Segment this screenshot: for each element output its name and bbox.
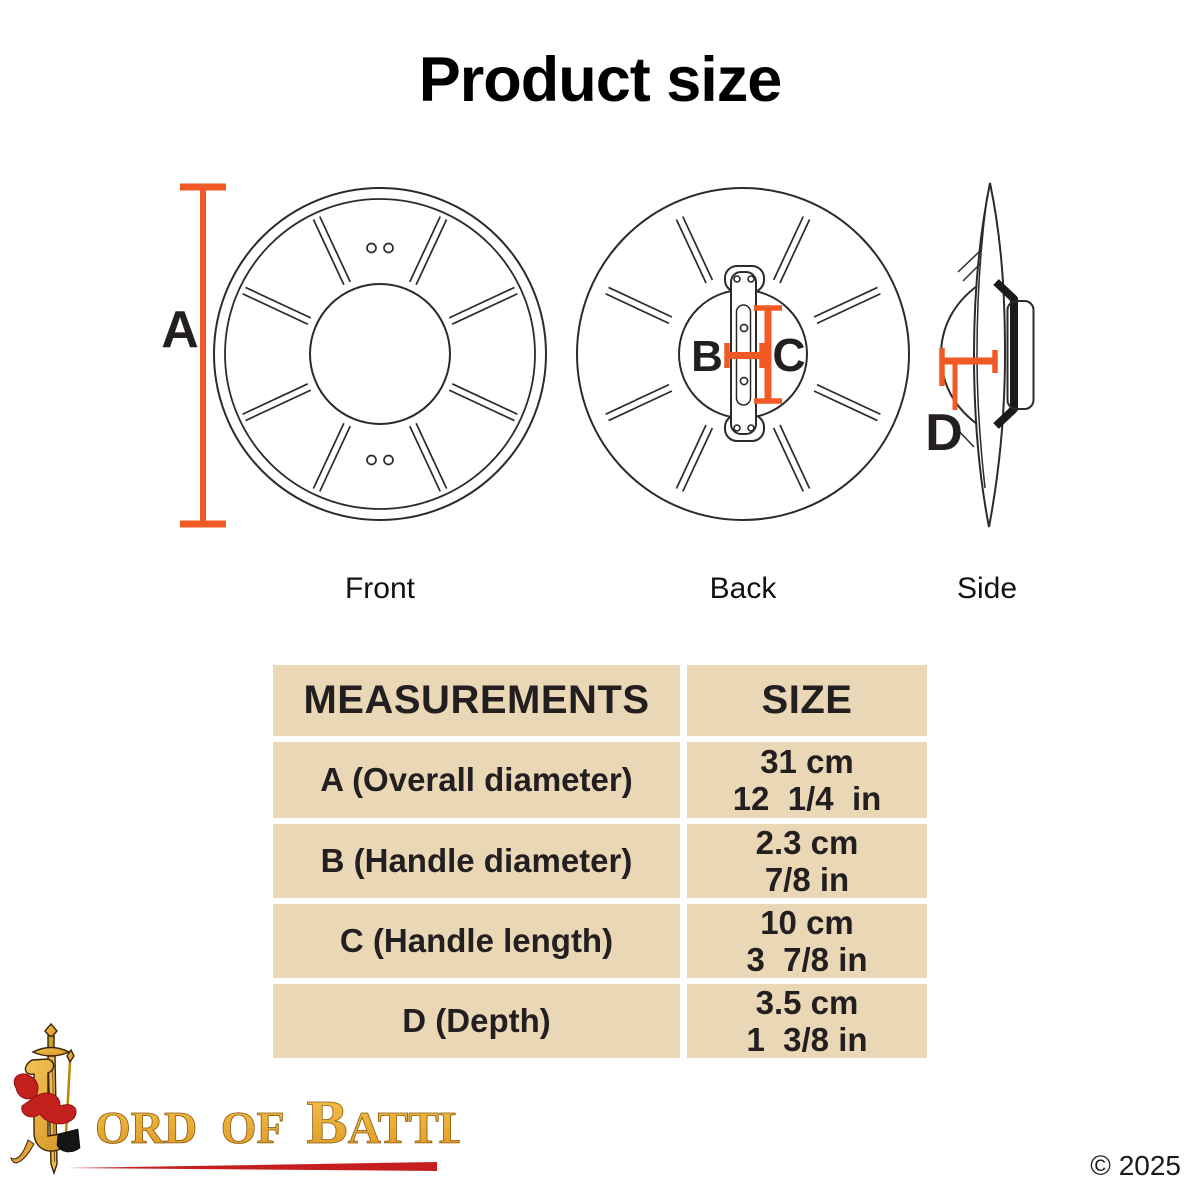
table-header-size: SIZE (687, 665, 927, 736)
side-handle-strap (993, 279, 1018, 429)
side-view-label: Side (957, 572, 1017, 605)
dragon-icon (13, 1073, 77, 1125)
row-d-imperial: 1 3/8 in (746, 1021, 868, 1058)
dim-label-a: A (161, 301, 199, 359)
row-a-label: A (Overall diameter) (273, 742, 680, 818)
row-b-imperial: 7/8 in (764, 861, 850, 898)
table-header-measurements: MEASUREMENTS (273, 665, 680, 736)
row-d-label: D (Depth) (273, 984, 680, 1058)
measurements-table: MEASUREMENTS SIZE A (Overall diameter) 3… (273, 665, 927, 1058)
back-view-drawing (576, 187, 910, 521)
side-handle-grip (1006, 300, 1035, 410)
front-view-drawing (213, 187, 547, 521)
dim-label-c: C (772, 329, 805, 381)
row-a-value: 31 cm 12 1/4 in (687, 742, 927, 818)
front-spokes (242, 216, 518, 492)
dimension-c-line (754, 305, 782, 404)
row-c-value: 10 cm 3 7/8 in (687, 904, 927, 978)
dimension-a-line (180, 183, 226, 528)
row-c-imperial: 3 7/8 in (746, 941, 868, 978)
lord-of-battles-logo: ORD OF BATTLES (10, 1022, 460, 1176)
product-diagram: A (161, 182, 1035, 605)
back-spokes (605, 216, 881, 492)
side-view-drawing (939, 182, 1035, 528)
logo-underline (66, 1162, 437, 1171)
row-b-metric: 2.3 cm (755, 824, 859, 861)
logo-emblem-icon (10, 1022, 81, 1176)
front-view-label: Front (345, 572, 416, 605)
row-a-imperial: 12 1/4 in (732, 780, 882, 817)
row-a-metric: 31 cm (760, 743, 854, 780)
row-b-value: 2.3 cm 7/8 in (687, 824, 927, 898)
copyright-text: © 2025 (1090, 1150, 1181, 1181)
row-c-label: C (Handle length) (273, 904, 680, 978)
row-c-metric: 10 cm (760, 904, 854, 941)
row-d-metric: 3.5 cm (755, 984, 859, 1021)
dim-label-d: D (925, 404, 963, 462)
sword-guard-icon (31, 1046, 71, 1057)
dimension-d-line (939, 348, 998, 410)
logo-wordmark: ORD OF BATTLES (95, 1089, 460, 1157)
back-view-label: Back (710, 572, 778, 605)
dim-label-b: B (691, 332, 723, 381)
front-rivets (366, 242, 394, 466)
page-title: Product size (418, 45, 783, 115)
dimension-b-line (724, 343, 765, 368)
row-b-label: B (Handle diameter) (273, 824, 680, 898)
row-d-value: 3.5 cm 1 3/8 in (687, 984, 927, 1058)
